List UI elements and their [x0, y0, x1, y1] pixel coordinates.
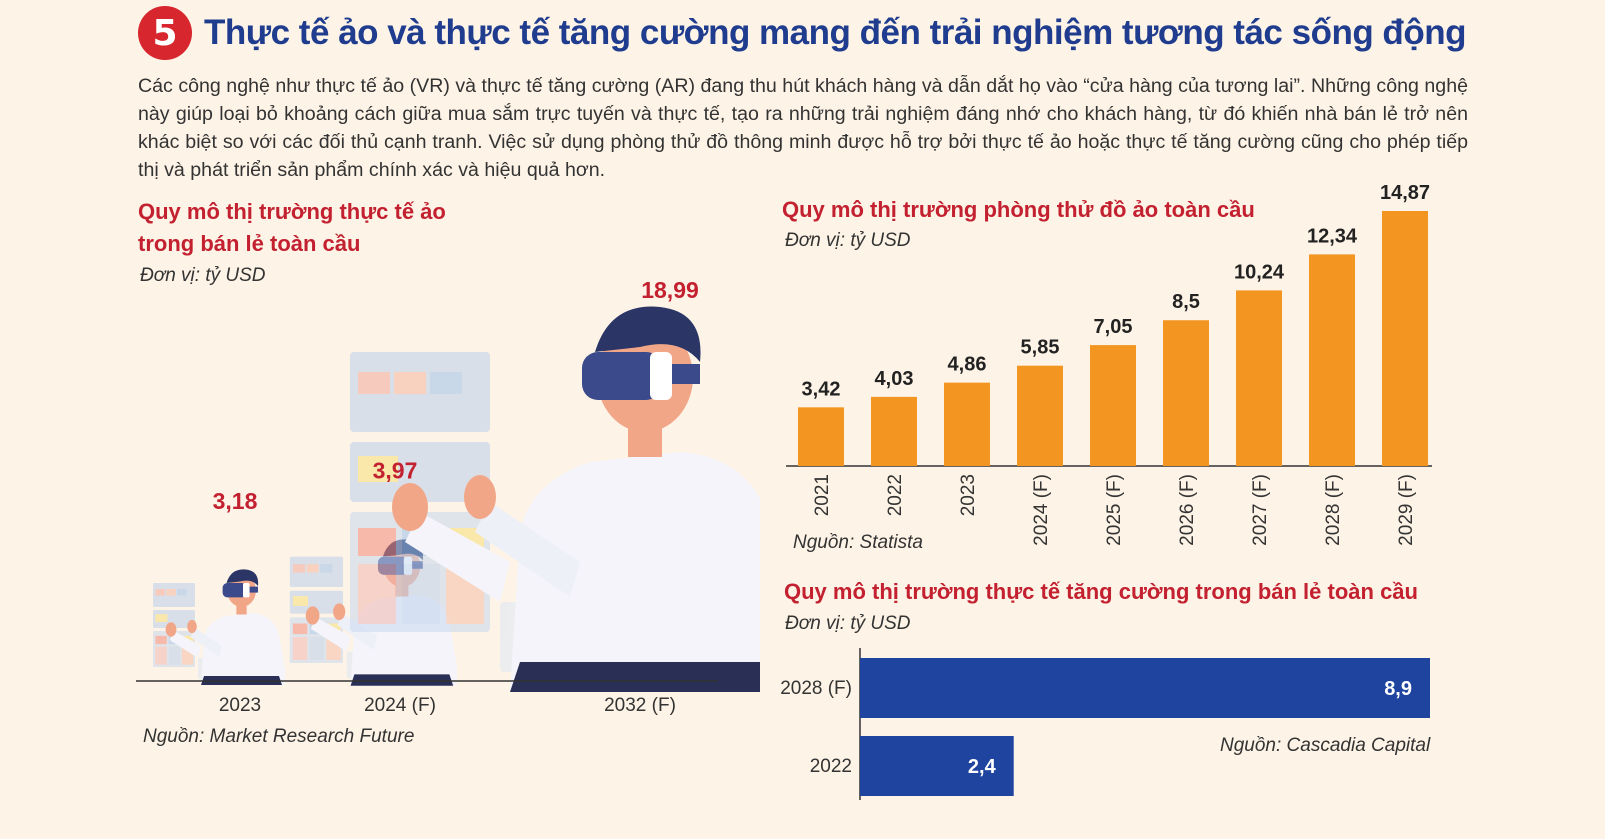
- ar-value-label: 2,4: [968, 756, 997, 778]
- fitting-room-bar-chart: 3,42 2021 4,03 2022 4,86 2023 5,85 2024 (F) 7,05…: [786, 182, 1432, 546]
- section-number-badge: 5: [138, 6, 192, 60]
- fitting-category-label: 2023: [958, 474, 979, 516]
- vr-value-label: 18,99: [641, 277, 699, 303]
- fitting-value-label: 10,24: [1234, 261, 1285, 283]
- vr-chart-title-line-2: trong bán lẻ toàn cầu: [138, 231, 361, 256]
- header: 5 Thực tế ảo và thực tế tăng cường mang …: [138, 6, 1466, 60]
- fitting-bar: [1309, 254, 1355, 466]
- fitting-value-label: 3,42: [802, 378, 841, 400]
- fitting-bar: [1090, 345, 1136, 466]
- fitting-bar: [1017, 365, 1063, 466]
- intro-paragraph: Các công nghệ như thực tế ảo (VR) và thự…: [138, 75, 1468, 181]
- vr-category-label: 2024 (F): [364, 695, 436, 716]
- fitting-room-chart-source: Nguồn: Statista: [793, 532, 923, 553]
- ar-chart-source: Nguồn: Cascadia Capital: [1220, 735, 1431, 756]
- fitting-bar: [944, 382, 990, 466]
- vr-chart-title-line-1: Quy mô thị trường thực tế ảo: [138, 199, 446, 224]
- vr-category-label: 2032 (F): [604, 695, 676, 716]
- vr-chart-unit: Đơn vị: tỷ USD: [140, 265, 266, 286]
- fitting-value-label: 14,87: [1380, 182, 1430, 204]
- fitting-bar: [1236, 290, 1282, 466]
- ar-value-label: 8,9: [1384, 678, 1412, 700]
- fitting-bar: [871, 396, 917, 466]
- fitting-category-label: 2022: [885, 474, 906, 516]
- fitting-category-label: 2028 (F): [1323, 474, 1344, 546]
- vr-value-label: 3,97: [373, 457, 418, 483]
- fitting-room-chart-unit: Đơn vị: tỷ USD: [785, 230, 911, 251]
- vr-chart-source: Nguồn: Market Research Future: [143, 726, 415, 747]
- fitting-value-label: 12,34: [1307, 225, 1358, 247]
- fitting-category-label: 2025 (F): [1104, 474, 1125, 546]
- fitting-bar: [1163, 320, 1209, 466]
- vr-market-chart: 3,18 2023 3,97 2024 (F) 18,99 2032 (F): [136, 277, 760, 716]
- fitting-value-label: 7,05: [1094, 316, 1133, 338]
- ar-horizontal-bar-chart: 8,9 2028 (F) 2,4 2022: [780, 648, 1430, 800]
- vr-value-label: 3,18: [213, 488, 258, 514]
- fitting-room-chart-title: Quy mô thị trường phòng thử đồ ảo toàn c…: [782, 197, 1255, 222]
- fitting-category-label: 2026 (F): [1177, 474, 1198, 546]
- ar-category-label: 2028 (F): [780, 678, 852, 699]
- fitting-category-label: 2021: [812, 474, 833, 516]
- fitting-value-label: 8,5: [1172, 291, 1200, 313]
- vr-chart-title: Quy mô thị trường thực tế ảo trong bán l…: [138, 196, 446, 260]
- ar-category-label: 2022: [810, 756, 852, 777]
- fitting-value-label: 4,86: [948, 354, 987, 376]
- ar-bar: [860, 658, 1430, 718]
- fitting-value-label: 4,03: [875, 368, 914, 390]
- fitting-category-label: 2027 (F): [1250, 474, 1271, 546]
- fitting-category-label: 2024 (F): [1031, 474, 1052, 546]
- fitting-category-label: 2029 (F): [1396, 474, 1417, 546]
- vr-category-label: 2023: [219, 695, 261, 716]
- ar-chart-unit: Đơn vị: tỷ USD: [785, 613, 911, 634]
- ar-chart-title: Quy mô thị trường thực tế tăng cường tro…: [784, 579, 1418, 604]
- page-title: Thực tế ảo và thực tế tăng cường mang đế…: [204, 13, 1466, 52]
- fitting-bar: [1382, 211, 1428, 466]
- fitting-value-label: 5,85: [1021, 337, 1060, 359]
- fitting-bar: [798, 407, 844, 466]
- ar-bar: [860, 736, 1014, 796]
